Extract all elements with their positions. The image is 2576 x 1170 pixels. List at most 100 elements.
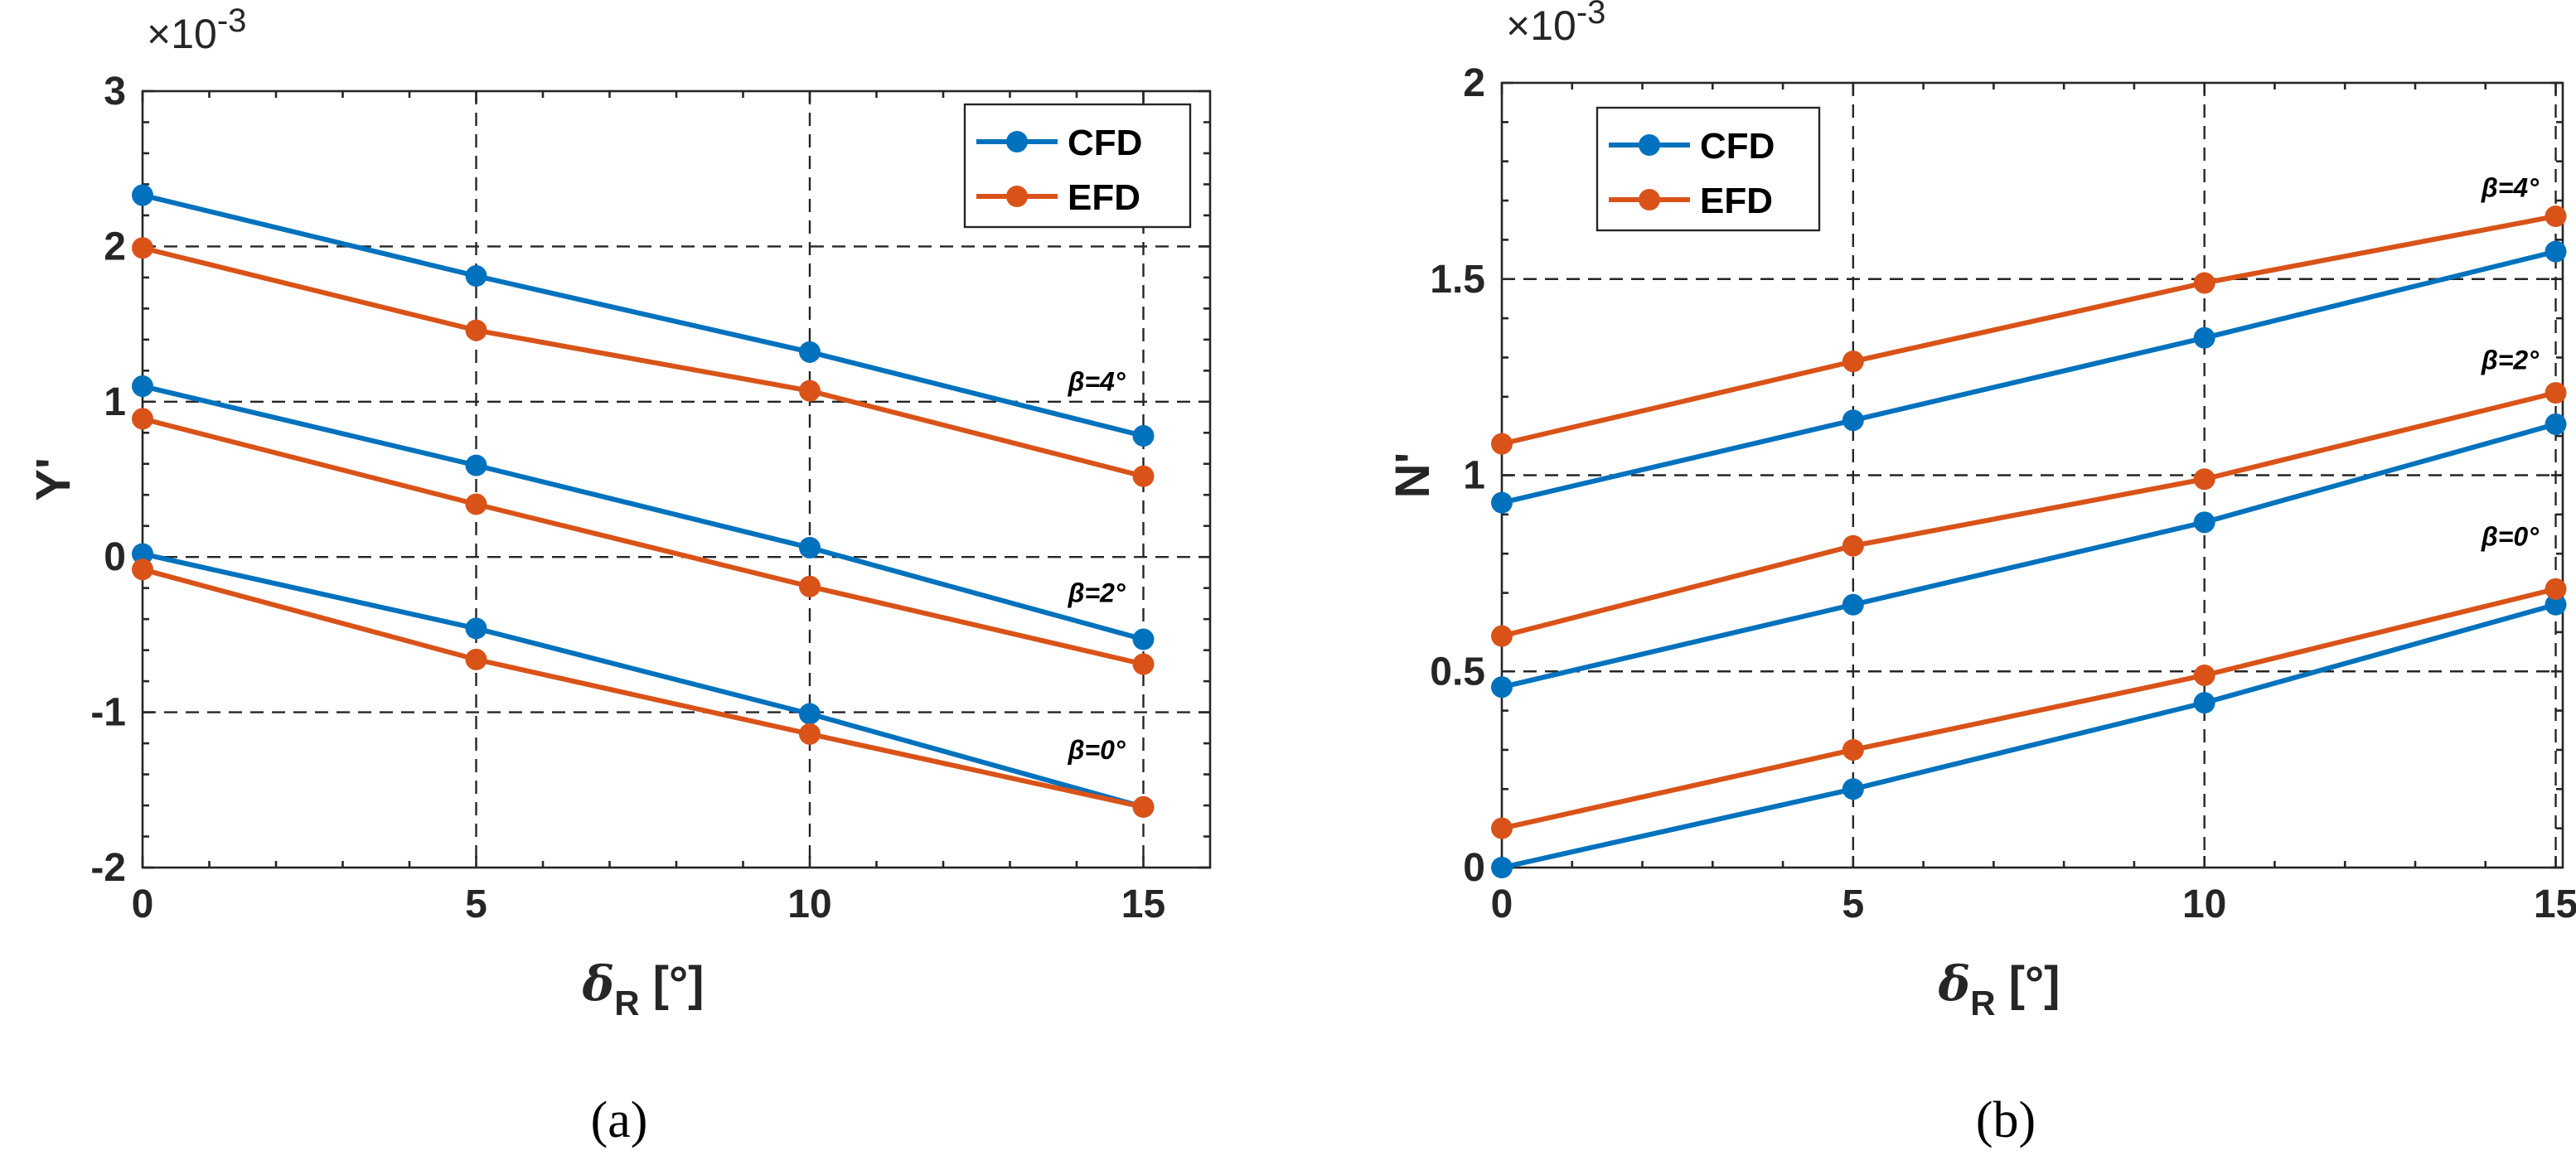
series-line-cfd [142,551,1145,810]
y-tick-label: 0.5 [1430,650,1485,694]
data-point-cfd [2193,692,2215,714]
data-point-efd [1491,817,1513,839]
beta-annotation: β=0° [2481,522,2539,552]
data-point-efd [465,493,487,515]
data-point-efd [1491,625,1513,647]
legend-marker-efd [1006,186,1028,207]
data-point-efd [2545,382,2567,404]
y-axis-label: N' [1386,452,1440,499]
data-point-efd [132,408,153,430]
data-point-cfd [2545,593,2567,616]
y-tick-label: 1.5 [1430,258,1485,302]
y-tick-label: 3 [104,70,126,114]
series-line-efd [142,245,1145,479]
x-tick-label: 0 [132,882,154,926]
data-point-efd [1132,465,1155,487]
data-point-efd [2193,664,2215,686]
chart-panel-a: -2 -1 0 1 2 3 0 5 10 15 ×10-3 Y' δR [°] β=4° β=2° β=0° C… [27,2,1212,1148]
data-point-cfd [2193,511,2215,534]
axis-exponent-power: -3 [1576,0,1606,31]
x-axis-symbol: δ [1938,955,1971,1012]
x-axis-subscript: R [614,984,639,1023]
legend-label-efd: EFD [1068,177,1140,218]
legend-box [1595,106,1821,232]
x-axis-label: δR [°] [582,955,705,1023]
data-point-cfd [2545,413,2567,435]
series-line-efd [142,567,1145,810]
series-line-cfd [142,192,1145,438]
series-line-cfd [1501,249,2557,505]
series-line-efd [1501,586,2557,831]
data-point-efd [2193,272,2215,294]
x-axis-unit: [°] [1996,957,2060,1011]
panel-caption: (b) [1976,1092,2036,1148]
x-tick-label: 15 [2534,882,2576,926]
data-point-efd [132,237,153,259]
series-line-cfd [1501,422,2557,690]
data-point-efd [799,723,821,745]
legend-marker-efd [1639,189,1660,210]
axis-exponent: ×10-3 [147,2,246,57]
x-axis-symbol: δ [582,955,615,1012]
series-line-efd [1501,390,2557,639]
y-axis-label: Y' [27,457,80,500]
x-tick-label: 0 [1491,882,1513,926]
data-point-cfd [799,341,821,363]
data-point-efd [1842,738,1864,761]
x-axis-subscript: R [1970,984,1995,1023]
y-tick-label: 2 [1463,61,1485,105]
beta-annotation: β=2° [2481,346,2539,375]
x-tick-label: 5 [1842,882,1864,926]
legend-label-cfd: CFD [1068,123,1142,163]
data-point-cfd [1491,857,1513,878]
data-point-efd [1491,433,1513,455]
series-line-cfd [1501,602,2557,870]
data-point-cfd [2545,240,2567,263]
y-tick-label: 1 [1463,454,1485,498]
data-point-efd [799,575,821,597]
data-point-efd [1132,795,1155,818]
data-point-cfd [1491,491,1513,514]
axis-exponent: ×10-3 [1506,0,1605,49]
y-tick-label: 0 [104,535,126,579]
data-point-cfd [1491,676,1513,699]
data-point-cfd [465,454,487,476]
legend-label-cfd: CFD [1700,126,1775,167]
x-tick-label: 5 [465,882,487,926]
data-point-efd [799,380,821,402]
y-tick-label: 1 [104,380,126,424]
axis-exponent-power: -3 [217,2,247,39]
data-point-cfd [132,184,153,206]
data-point-cfd [1842,778,1864,800]
data-point-cfd [1132,628,1155,650]
panel-caption: (a) [591,1092,648,1148]
y-tick-label: 0 [1463,846,1485,890]
legend-label-efd: EFD [1700,181,1773,221]
legend-marker-cfd [1639,134,1660,156]
data-point-efd [2545,205,2567,227]
series-line-efd [1501,214,2557,447]
y-tick-label: -2 [90,846,126,890]
legend-box [963,103,1192,229]
data-point-cfd [132,375,153,398]
beta-annotation: β=4° [1068,367,1126,397]
beta-annotation: β=4° [2481,172,2539,202]
data-point-efd [1842,534,1864,557]
data-point-cfd [465,265,487,288]
x-tick-label: 10 [787,882,831,926]
data-point-efd [1842,351,1864,373]
data-point-efd [465,648,487,670]
data-point-cfd [1132,425,1155,447]
x-axis-label: δR [°] [1938,955,2060,1023]
x-axis-unit: [°] [640,957,705,1011]
data-point-efd [2193,468,2215,491]
beta-annotation: β=2° [1068,578,1126,608]
data-point-cfd [132,543,153,565]
x-tick-label: 15 [1121,882,1165,926]
series-line-efd [142,416,1145,667]
data-point-efd [1132,653,1155,675]
legend-marker-cfd [1006,131,1028,152]
x-tick-label: 10 [2182,882,2226,926]
data-point-cfd [1842,409,1864,432]
